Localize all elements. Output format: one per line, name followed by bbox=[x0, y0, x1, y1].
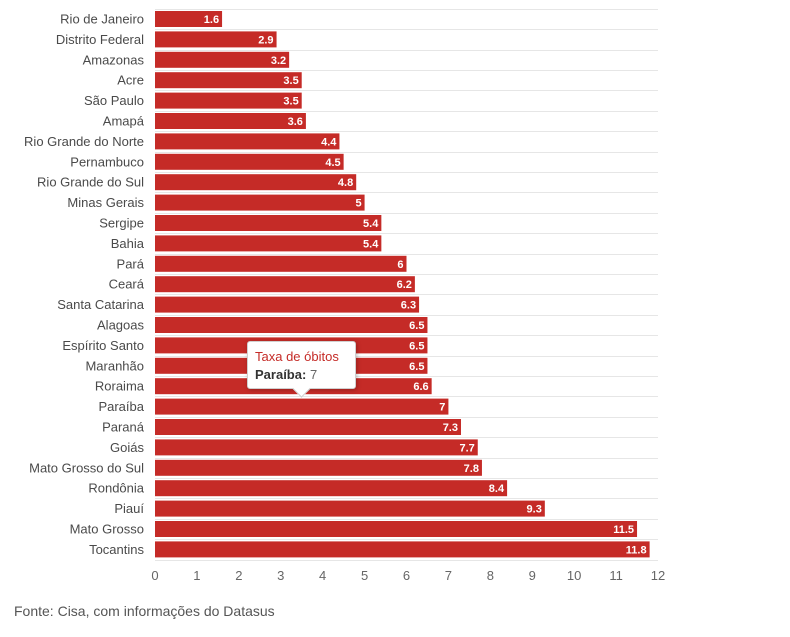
category-label: Rio de Janeiro bbox=[60, 12, 144, 27]
data-label: 5.4 bbox=[363, 218, 379, 230]
category-label: Roraima bbox=[95, 379, 145, 394]
bar bbox=[155, 296, 420, 313]
tooltip-title: Taxa de óbitos bbox=[255, 349, 339, 364]
x-tick-label: 9 bbox=[529, 568, 536, 583]
x-tick-label: 11 bbox=[609, 568, 623, 583]
tooltip-row: Paraíba: 7 bbox=[255, 366, 348, 384]
x-tick-label: 6 bbox=[403, 568, 410, 583]
data-label: 3.5 bbox=[283, 75, 298, 87]
bar bbox=[155, 92, 302, 109]
data-label: 7.3 bbox=[443, 422, 458, 434]
data-label: 4.8 bbox=[338, 177, 353, 189]
bar bbox=[155, 215, 382, 231]
category-label: Ceará bbox=[109, 277, 145, 292]
data-label: 6.5 bbox=[409, 361, 424, 373]
category-label: Rondônia bbox=[88, 481, 144, 496]
data-label: 11.8 bbox=[626, 544, 647, 556]
bar bbox=[155, 459, 482, 476]
bar bbox=[155, 235, 382, 252]
category-label: Amapá bbox=[103, 114, 145, 129]
data-label: 3.2 bbox=[271, 55, 286, 67]
category-label: Rio Grande do Sul bbox=[37, 175, 144, 190]
data-label: 6.5 bbox=[409, 320, 424, 332]
data-label: 5 bbox=[355, 198, 361, 210]
bar bbox=[155, 113, 306, 129]
bar bbox=[155, 317, 428, 333]
bar bbox=[155, 31, 277, 48]
data-label: 6.3 bbox=[401, 300, 416, 312]
category-label: Alagoas bbox=[97, 318, 144, 333]
category-label: Pará bbox=[117, 256, 145, 271]
tooltip-key: Paraíba: bbox=[255, 367, 307, 382]
source-note: Fonte: Cisa, com informações do Datasus bbox=[14, 603, 275, 619]
category-label: Rio Grande do Norte bbox=[24, 134, 144, 149]
data-label: 6.6 bbox=[413, 381, 428, 393]
data-label: 7.8 bbox=[464, 463, 479, 475]
data-label: 6.5 bbox=[409, 340, 424, 352]
bar bbox=[155, 153, 344, 170]
data-label: 7.7 bbox=[459, 442, 474, 454]
x-tick-label: 2 bbox=[235, 568, 242, 583]
category-label: Distrito Federal bbox=[56, 32, 144, 47]
bar bbox=[155, 439, 478, 456]
category-label: Mato Grosso do Sul bbox=[29, 460, 144, 475]
data-label: 6 bbox=[397, 259, 403, 271]
x-tick-label: 12 bbox=[651, 568, 665, 583]
category-label: Sergipe bbox=[99, 216, 144, 231]
bar bbox=[155, 255, 407, 272]
category-label: Piauí bbox=[114, 501, 144, 516]
bar bbox=[155, 194, 365, 211]
data-label: 3.6 bbox=[288, 116, 303, 128]
x-tick-label: 0 bbox=[151, 568, 158, 583]
data-label: 11.5 bbox=[613, 524, 634, 536]
category-label: Goiás bbox=[110, 440, 144, 455]
bar bbox=[155, 133, 340, 150]
category-label: Paraná bbox=[102, 420, 145, 435]
category-label: Acre bbox=[117, 73, 144, 88]
category-label: Minas Gerais bbox=[67, 195, 144, 210]
data-label: 4.5 bbox=[325, 157, 340, 169]
bar bbox=[155, 51, 290, 68]
data-label: 2.9 bbox=[258, 34, 273, 46]
bar bbox=[155, 541, 650, 558]
bar bbox=[155, 480, 508, 497]
bar bbox=[155, 72, 302, 89]
category-label: Pernambuco bbox=[70, 154, 144, 169]
x-tick-label: 10 bbox=[567, 568, 581, 583]
x-tick-label: 8 bbox=[487, 568, 494, 583]
x-tick-label: 1 bbox=[193, 568, 200, 583]
category-label: Paraíba bbox=[98, 399, 144, 414]
category-label: Mato Grosso bbox=[70, 522, 144, 537]
data-label: 8.4 bbox=[489, 483, 505, 495]
data-label: 6.2 bbox=[397, 279, 412, 291]
bar bbox=[155, 521, 638, 537]
category-label: Bahia bbox=[111, 236, 145, 251]
bar bbox=[155, 11, 223, 27]
category-label: São Paulo bbox=[84, 93, 144, 108]
category-label: Maranhão bbox=[85, 358, 144, 373]
data-label: 1.6 bbox=[204, 14, 219, 26]
tooltip-value: 7 bbox=[309, 367, 318, 382]
category-label: Tocantins bbox=[89, 542, 144, 557]
bar-chart: 0 1 2 3 4 5 6 7 8 9 10 11 12 Rio de Janeiro 1.6 Distrit… bbox=[24, 9, 665, 583]
category-label: Amazonas bbox=[83, 52, 145, 67]
category-label: Espírito Santo bbox=[62, 338, 144, 353]
x-tick-label: 4 bbox=[319, 568, 326, 583]
x-tick-label: 5 bbox=[361, 568, 368, 583]
bar bbox=[155, 276, 415, 293]
data-label: 3.5 bbox=[283, 96, 298, 108]
bar bbox=[155, 419, 461, 435]
bar bbox=[155, 398, 449, 415]
data-label: 9.3 bbox=[527, 504, 542, 516]
data-label: 4.4 bbox=[321, 136, 337, 148]
category-label: Santa Catarina bbox=[57, 297, 144, 312]
tooltip: Taxa de óbitos Paraíba: 7 bbox=[247, 341, 356, 398]
x-tick-label: 3 bbox=[277, 568, 284, 583]
data-label: 5.4 bbox=[363, 238, 379, 250]
bar bbox=[155, 174, 357, 191]
data-label: 7 bbox=[439, 402, 445, 414]
bar bbox=[155, 500, 545, 517]
x-tick-label: 7 bbox=[445, 568, 452, 583]
